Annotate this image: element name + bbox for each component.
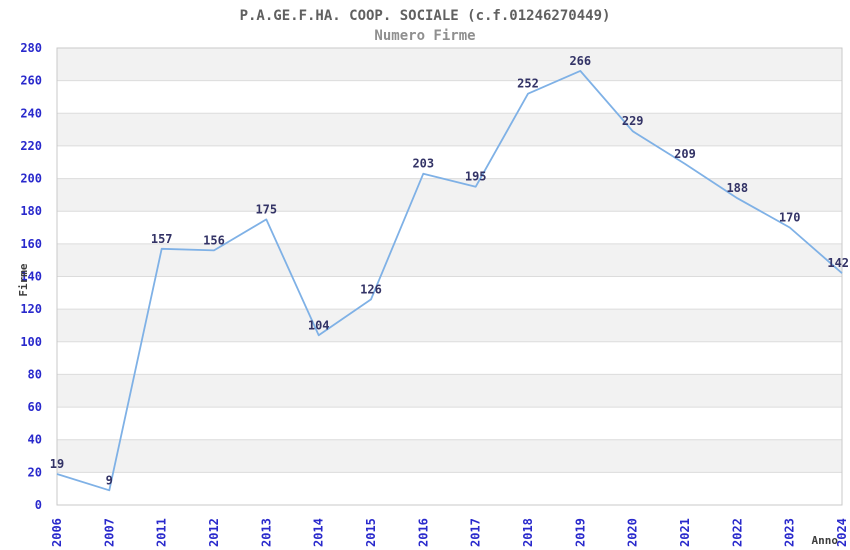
plot-band bbox=[57, 439, 842, 473]
y-tick-label: 20 bbox=[28, 465, 42, 479]
point-label: 19 bbox=[50, 457, 64, 471]
y-tick-label: 0 bbox=[35, 498, 42, 512]
x-tick-label: 2018 bbox=[521, 518, 535, 547]
point-label: 209 bbox=[674, 147, 696, 161]
x-tick-label: 2019 bbox=[573, 518, 587, 547]
y-tick-label: 100 bbox=[20, 335, 42, 349]
x-tick-label: 2017 bbox=[469, 518, 483, 547]
chart-title: P.A.GE.F.HA. COOP. SOCIALE (c.f.01246270… bbox=[240, 8, 611, 24]
point-value-labels: 19 9 157 156 175 104 126 203 195 252 266 229 209 188 1… bbox=[50, 54, 849, 487]
y-tick-label: 120 bbox=[20, 302, 42, 316]
point-label: 142 bbox=[827, 256, 849, 270]
plot-band bbox=[57, 309, 842, 342]
x-tick-label: 2015 bbox=[364, 518, 378, 547]
y-tick-label: 280 bbox=[20, 41, 42, 55]
point-label: 157 bbox=[151, 232, 173, 246]
x-tick-label: 2024 bbox=[835, 518, 849, 547]
y-tick-label: 40 bbox=[28, 433, 42, 447]
y-tick-label: 160 bbox=[20, 237, 42, 251]
y-tick-label: 180 bbox=[20, 204, 42, 218]
point-label: 104 bbox=[308, 318, 330, 332]
y-tick-label: 60 bbox=[28, 400, 42, 414]
chart-subtitle: Numero Firme bbox=[374, 28, 475, 44]
y-tick-label: 80 bbox=[28, 367, 42, 381]
point-label: 126 bbox=[360, 282, 382, 296]
point-label: 170 bbox=[779, 211, 801, 225]
plot-band bbox=[57, 48, 842, 81]
y-tick-label: 220 bbox=[20, 139, 42, 153]
x-tick-label: 2014 bbox=[312, 518, 326, 547]
series-line bbox=[56, 70, 843, 492]
point-label: 9 bbox=[106, 473, 113, 487]
point-label: 229 bbox=[622, 114, 644, 128]
point-label: 156 bbox=[203, 233, 225, 247]
y-tick-label: 240 bbox=[20, 106, 42, 120]
x-tick-label: 2012 bbox=[207, 518, 221, 547]
x-axis-title: Anno bbox=[812, 534, 839, 547]
y-axis-tick-labels: 0 20 40 60 80 100 120 140 160 180 200 220 240 260 280 bbox=[20, 41, 42, 512]
y-tick-label: 260 bbox=[20, 74, 42, 88]
x-tick-label: 2011 bbox=[155, 518, 169, 547]
point-label: 175 bbox=[255, 202, 277, 216]
point-label: 252 bbox=[517, 77, 539, 91]
y-tick-label: 140 bbox=[20, 270, 42, 284]
x-tick-label: 2022 bbox=[730, 518, 744, 547]
point-label: 195 bbox=[465, 170, 487, 184]
plot-band bbox=[57, 374, 842, 408]
x-axis-tick-labels: 2006 2007 2011 2012 2013 2014 2015 2016 2017 2018… bbox=[50, 518, 849, 547]
plot-band bbox=[57, 178, 842, 212]
point-label: 266 bbox=[569, 54, 591, 68]
x-tick-label: 2006 bbox=[50, 518, 64, 547]
plot-alternating-bands bbox=[57, 48, 842, 473]
plot-band bbox=[57, 113, 842, 146]
y-tick-label: 200 bbox=[20, 172, 42, 186]
x-tick-label: 2020 bbox=[626, 518, 640, 547]
x-tick-label: 2016 bbox=[416, 518, 430, 547]
x-tick-label: 2007 bbox=[102, 518, 116, 547]
x-tick-label: 2023 bbox=[783, 518, 797, 547]
plot-border bbox=[56, 47, 843, 506]
x-tick-label: 2013 bbox=[259, 518, 273, 547]
point-label: 188 bbox=[726, 181, 748, 195]
y-axis-title: Firme bbox=[17, 263, 30, 296]
x-tick-label: 2021 bbox=[678, 518, 692, 547]
point-label: 203 bbox=[412, 157, 434, 171]
